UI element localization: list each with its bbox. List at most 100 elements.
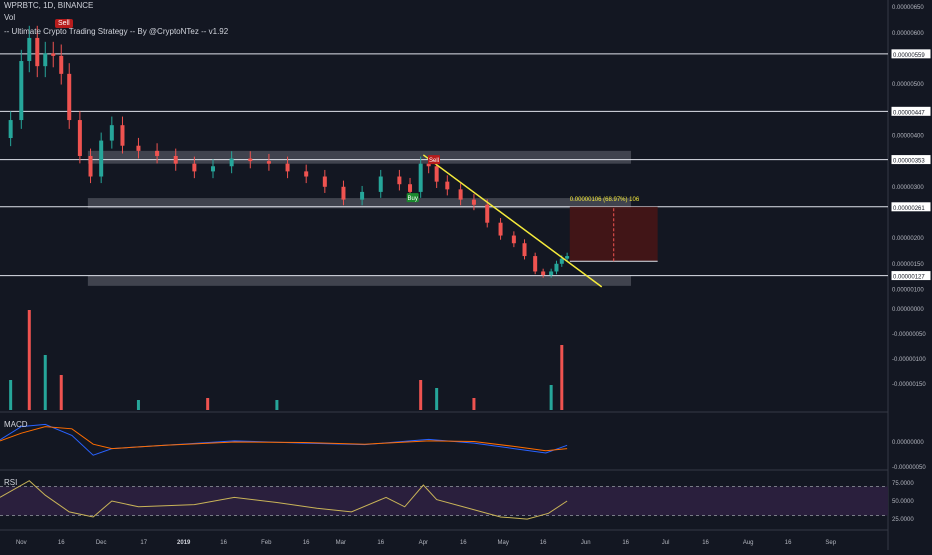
time-tick-label: 17 bbox=[140, 540, 147, 546]
buy-signal-box bbox=[406, 193, 419, 203]
candle-body bbox=[285, 163, 290, 172]
time-tick-label: 16 bbox=[220, 540, 227, 546]
candle-body bbox=[378, 176, 383, 192]
price-tick-label: 0.00000150 bbox=[892, 262, 924, 268]
candle-body bbox=[549, 271, 554, 276]
candle-body bbox=[19, 61, 24, 121]
time-tick-label: 16 bbox=[377, 540, 384, 546]
candle-body bbox=[8, 120, 13, 139]
candle-body bbox=[27, 37, 32, 62]
time-tick-label: Jul bbox=[662, 540, 670, 546]
candle-body bbox=[59, 55, 64, 74]
candle-body bbox=[99, 140, 104, 177]
sr-zone bbox=[87, 198, 632, 209]
price-tick-label: 0.00000100 bbox=[892, 287, 924, 293]
candle-body bbox=[322, 176, 327, 187]
candle-body bbox=[445, 181, 450, 190]
sr-zone bbox=[87, 275, 632, 286]
time-tick-label: 16 bbox=[785, 540, 792, 546]
time-tick-label: 16 bbox=[460, 540, 467, 546]
rsi-band bbox=[0, 486, 888, 516]
level-tag bbox=[890, 201, 932, 213]
rsi-line bbox=[0, 480, 568, 520]
time-tick-label: 16 bbox=[303, 540, 310, 546]
price-tick-label: 0.00000600 bbox=[892, 31, 924, 37]
candle-body bbox=[173, 155, 178, 164]
volume-bar bbox=[206, 398, 210, 410]
time-tick-label: Nov bbox=[16, 540, 27, 546]
candle-body bbox=[397, 176, 402, 185]
volume-bar bbox=[549, 385, 553, 410]
time-tick-label: Mar bbox=[336, 540, 346, 546]
candle-body bbox=[418, 163, 423, 192]
sell-signal-box bbox=[427, 155, 440, 165]
candle-body bbox=[341, 186, 346, 200]
time-tick-label: 16 bbox=[540, 540, 547, 546]
candle-body bbox=[458, 189, 463, 200]
rsi-tick-label: 50.0000 bbox=[892, 499, 914, 505]
macd-tick-label: -0.00000050 bbox=[892, 465, 926, 471]
volume-bar bbox=[27, 310, 31, 410]
candle-body bbox=[192, 163, 197, 172]
volume-bar bbox=[472, 398, 476, 410]
level-label: 0.00000559 bbox=[893, 53, 925, 59]
candle-body bbox=[43, 53, 48, 67]
candle-body bbox=[155, 150, 160, 156]
macd-line bbox=[0, 423, 568, 456]
level-label: 0.00000447 bbox=[893, 110, 925, 116]
time-tick-label: Aug bbox=[743, 540, 754, 546]
macd-label[interactable]: MACD bbox=[4, 420, 28, 429]
candle-body bbox=[522, 243, 527, 257]
candle-body bbox=[248, 158, 253, 162]
candle-body bbox=[434, 166, 439, 182]
candle-body bbox=[554, 263, 559, 272]
rsi-label[interactable]: RSI bbox=[4, 478, 18, 487]
volume-bar bbox=[435, 388, 439, 410]
candle-body bbox=[211, 166, 216, 172]
sell-signal-top: Sell bbox=[55, 19, 73, 28]
candle-body bbox=[559, 258, 564, 264]
rsi-tick-label: 25.0000 bbox=[892, 517, 914, 523]
candle-body bbox=[51, 53, 56, 56]
time-tick-label: Jun bbox=[581, 540, 591, 546]
candle-body bbox=[304, 171, 309, 177]
candle-body bbox=[35, 37, 40, 67]
signal-line bbox=[0, 426, 568, 452]
volume-bar bbox=[136, 400, 140, 410]
candle-body bbox=[511, 235, 516, 244]
candle-body bbox=[498, 222, 503, 236]
volume-tick-label: -0.00000050 bbox=[892, 332, 926, 338]
symbol-title[interactable]: WPRBTC, 1D, BINANCE bbox=[4, 1, 94, 10]
time-tick-label: Dec bbox=[96, 540, 107, 546]
strategy-legend[interactable]: -- Ultimate Crypto Trading Strategy -- B… bbox=[4, 27, 229, 36]
volume-tick-label: 0.00000000 bbox=[892, 307, 924, 313]
candle-body bbox=[565, 256, 570, 259]
volume-tick-label: -0.00000100 bbox=[892, 357, 926, 363]
volume-tick-label: -0.00000150 bbox=[892, 382, 926, 388]
sell-signal-label: Sell bbox=[429, 158, 439, 164]
price-tick-label: 0.00000500 bbox=[892, 82, 924, 88]
volume-bar bbox=[43, 355, 47, 410]
price-tick-label: 0.00000400 bbox=[892, 133, 924, 139]
price-tick-label: 0.00000300 bbox=[892, 185, 924, 191]
candle-body bbox=[360, 191, 365, 200]
volume-bar bbox=[275, 400, 279, 410]
candle-body bbox=[541, 271, 546, 276]
candle-body bbox=[408, 184, 413, 192]
level-tag bbox=[890, 48, 932, 60]
candle-body bbox=[120, 125, 125, 146]
time-tick-label: 16 bbox=[58, 540, 65, 546]
volume-legend[interactable]: Vol bbox=[4, 13, 16, 22]
time-tick-label: May bbox=[498, 540, 509, 546]
candle-body bbox=[88, 155, 93, 177]
measure-label: 0.00000106 (68.97%) 106 bbox=[570, 197, 640, 203]
volume-bar bbox=[59, 375, 63, 410]
buy-signal-label: Buy bbox=[408, 196, 418, 202]
level-tag bbox=[890, 270, 932, 282]
candle-body bbox=[136, 145, 141, 151]
time-tick-label: 16 bbox=[622, 540, 629, 546]
level-label: 0.00000261 bbox=[893, 206, 925, 212]
candle-body bbox=[533, 256, 538, 272]
